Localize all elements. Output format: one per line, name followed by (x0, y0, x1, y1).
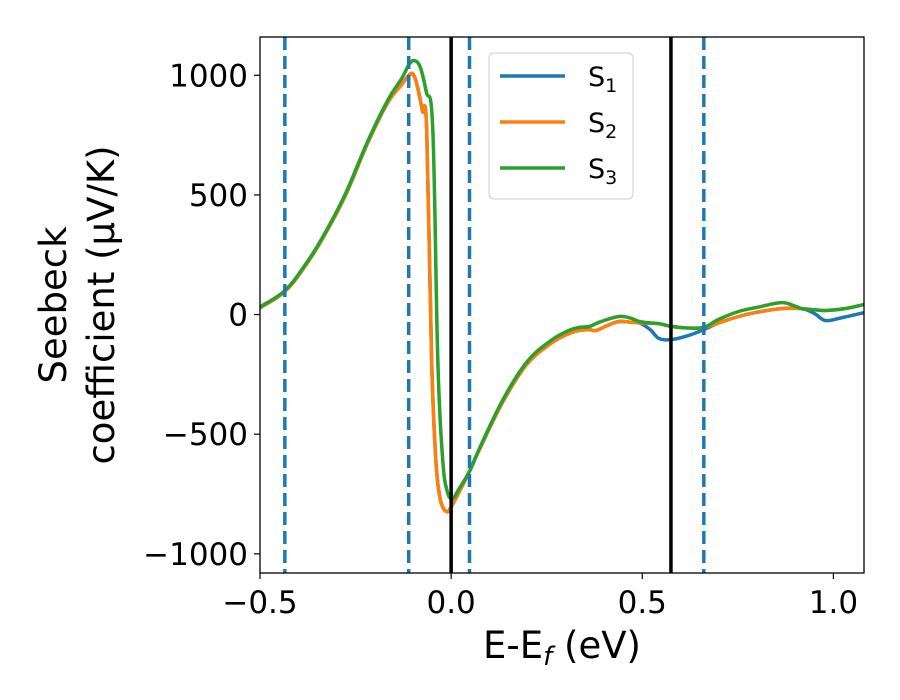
legend-box (488, 52, 634, 200)
legend: S1 S2 S3 (488, 52, 634, 200)
y-tick-label: 1000 (169, 58, 248, 94)
x-tick-label: 0.5 (618, 585, 667, 621)
axes-frame (259, 36, 865, 574)
y-axis: −1000 −500 0 500 1000 (143, 58, 260, 573)
y-tick-label: −500 (163, 417, 248, 453)
series-group (260, 58, 864, 514)
x-axis: −0.5 0.0 0.5 1.0 (222, 573, 858, 621)
vline-group (283, 37, 706, 573)
x-tick-label: 0.0 (426, 585, 475, 621)
x-tick-label: 1.0 (809, 585, 858, 621)
x-axis-label-main: E-E (483, 624, 543, 667)
x-axis-label-unit: (eV) (552, 624, 641, 667)
y-tick-label: 500 (189, 178, 248, 214)
y-axis-label-line2: coefficient (μV/K) (80, 145, 123, 464)
y-tick-label: 0 (228, 298, 248, 334)
legend-label-S2: S2 (588, 108, 617, 143)
y-axis-label-line1: Seebeck (32, 226, 75, 384)
legend-label-S3: S3 (588, 154, 617, 189)
y-tick-label: −1000 (143, 537, 248, 573)
x-axis-label: E-Ef (eV) (483, 624, 641, 672)
x-tick-label: −0.5 (222, 585, 297, 621)
legend-label-S1: S1 (588, 62, 617, 97)
series-line-S3 (260, 58, 864, 501)
